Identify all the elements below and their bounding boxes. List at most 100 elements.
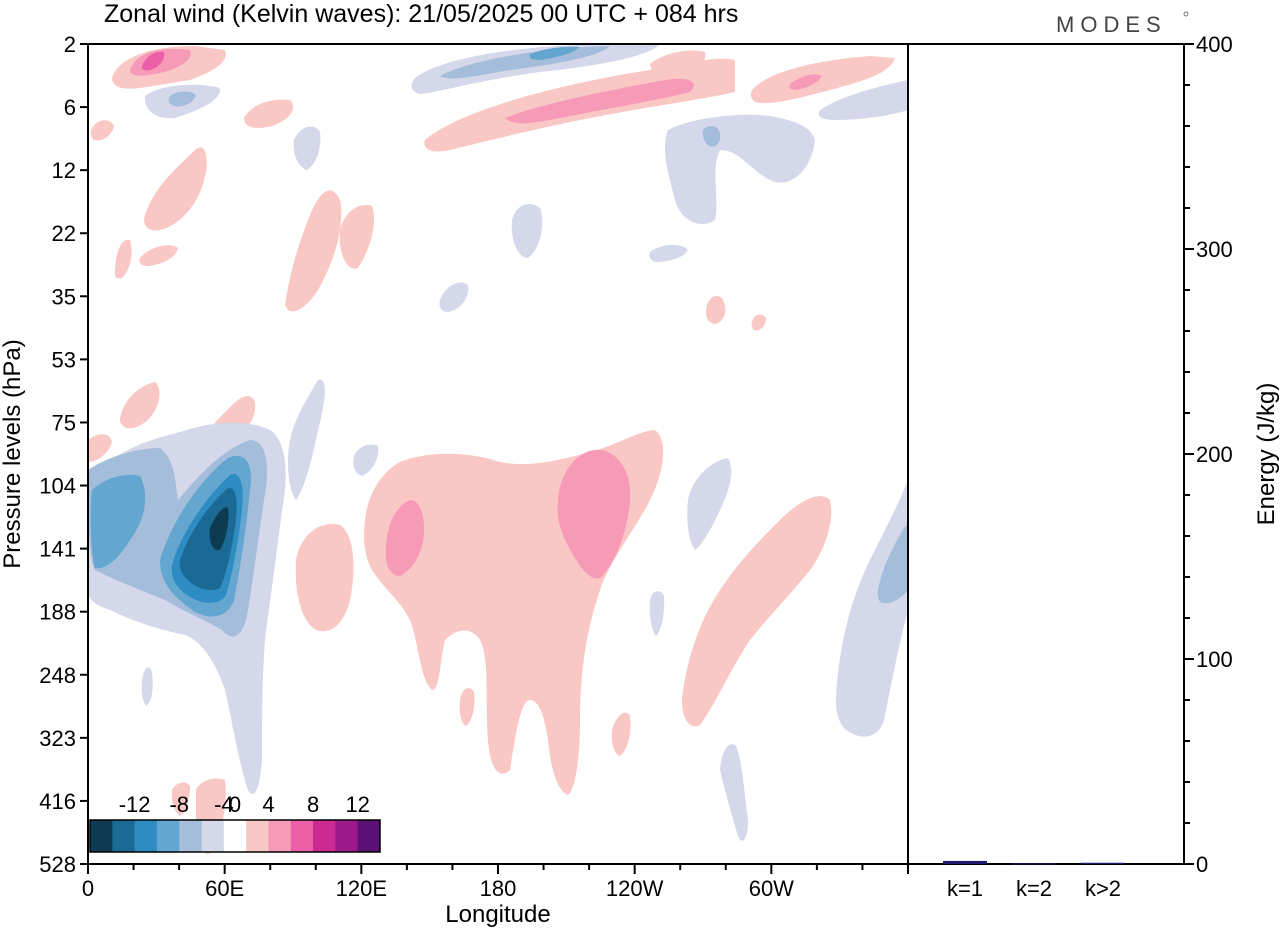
- contour-neg-2i: [687, 458, 732, 550]
- colorbar-label: -4: [214, 792, 234, 817]
- y-tick-label: 188: [39, 600, 76, 625]
- y-axis-pressure: 2 6 12 22 35 53 75 104 141 188 248 323 416 528: [39, 32, 88, 877]
- contour-neg-2k: [836, 480, 908, 737]
- energy-tick-label: 300: [1196, 237, 1233, 262]
- contour-pos-4q: [295, 524, 354, 632]
- colorbar-swatch: [223, 820, 247, 852]
- y-tick-label: 141: [39, 537, 76, 562]
- energy-bar: [1081, 862, 1125, 864]
- y-tick-label: 75: [52, 410, 76, 435]
- energy-tick-label: 200: [1196, 442, 1233, 467]
- y-tick-label: 323: [39, 726, 76, 751]
- colorbar-frame: [89, 819, 381, 853]
- x-axis-label: Longitude: [445, 901, 550, 928]
- contour-neg-4k: [877, 524, 908, 604]
- contour-pos-6d: [789, 74, 822, 90]
- energy-y-axis: 0 100 200 300 400: [1184, 32, 1233, 877]
- energy-bar: [943, 860, 987, 864]
- colorbar-label: 8: [307, 792, 319, 817]
- logo-mark: [1183, 11, 1189, 17]
- colorbar-swatch: [112, 820, 136, 852]
- y-tick-label: 104: [39, 474, 76, 499]
- colorbar-swatch: [357, 820, 381, 852]
- colorbar-swatch: [268, 820, 292, 852]
- contour-neg-4c: [702, 126, 721, 147]
- y-tick-label: 2: [64, 32, 76, 57]
- heatmap-plot: [87, 43, 909, 865]
- contour-neg-4d: [168, 91, 196, 107]
- contour-pos-4s: [611, 712, 631, 756]
- contour-neg-2c: [665, 114, 815, 224]
- y-tick-label: 416: [39, 789, 76, 814]
- y-axis-label: Pressure levels (hPa): [0, 339, 26, 568]
- contour-neg-2j: [649, 591, 665, 636]
- contour-pos-4h: [114, 239, 132, 279]
- y-tick-label: 528: [39, 852, 76, 877]
- colorbar-label: 0: [229, 792, 241, 817]
- contour-pos-6p: [557, 449, 631, 579]
- contour-neg-2b: [818, 80, 908, 120]
- colorbar-swatch: [156, 820, 180, 852]
- contour-pos-4v: [171, 782, 190, 816]
- contour-pos-6b: [505, 78, 694, 124]
- contour-pos-8: [141, 51, 165, 71]
- colorbar-swatch: [335, 820, 359, 852]
- contour-field: [88, 44, 908, 854]
- y-tick-label: 35: [52, 284, 76, 309]
- contour-pos-4k: [751, 314, 766, 331]
- contour-neg-2o: [353, 444, 379, 476]
- contour-pos-4m: [88, 434, 112, 462]
- contour-neg-2m: [141, 667, 153, 706]
- colorbar: -12 -8 -40 4 8 12: [89, 792, 381, 853]
- energy-bars: [943, 860, 1125, 865]
- energy-tick-label: 0: [1196, 852, 1208, 877]
- contour-pos-4g: [339, 205, 375, 269]
- colorbar-label: -8: [169, 792, 189, 817]
- contour-pos-4t: [459, 687, 475, 726]
- colorbar-swatch: [90, 820, 113, 852]
- contour-neg-12: [209, 507, 229, 551]
- contour-neg-2l: [720, 744, 748, 841]
- contour-neg-2g: [649, 244, 688, 262]
- colorbar-swatch: [179, 820, 203, 852]
- contour-pos-6o: [385, 500, 425, 576]
- energy-axis-label: Energy (J/kg): [1253, 383, 1280, 526]
- y-tick-label: 22: [52, 221, 76, 246]
- x-tick-label: 180: [480, 876, 517, 901]
- energy-tick-label: 100: [1196, 647, 1233, 672]
- contour-pos-4x: [90, 120, 114, 141]
- contour-neg-6: [529, 46, 580, 60]
- x-tick-label: 60E: [205, 876, 244, 901]
- contour-neg-6h: [90, 474, 146, 569]
- energy-panel: 0 100 200 300 400 k=1 k=2 k>2 Energy (J/kg): [907, 32, 1280, 901]
- contour-neg-2f: [439, 282, 469, 312]
- energy-category-label: k=2: [1016, 876, 1052, 901]
- energy-tick-label: 400: [1196, 32, 1233, 57]
- contour-pos-4c: [650, 50, 706, 77]
- contour-pos-4i: [139, 245, 178, 266]
- energy-bar: [1012, 863, 1056, 865]
- colorbar-swatch: [246, 820, 269, 852]
- x-tick-label: 120W: [606, 876, 664, 901]
- x-tick-label: 120E: [336, 876, 387, 901]
- y-tick-label: 53: [52, 347, 76, 372]
- y-tick-label: 248: [39, 663, 76, 688]
- colorbar-swatch: [201, 820, 225, 852]
- x-axis-longitude: 0 60E 120E 180 120W 60W: [82, 864, 909, 901]
- energy-category-label: k>2: [1085, 876, 1121, 901]
- contour-pos-4j: [706, 295, 726, 324]
- contour-pos-4l: [120, 382, 160, 429]
- x-tick-label: 60W: [749, 876, 794, 901]
- chart-title: Zonal wind (Kelvin waves): 21/05/2025 00…: [104, 0, 738, 28]
- modes-logo: MODES: [1056, 12, 1167, 37]
- x-tick-label: 0: [82, 876, 94, 901]
- contour-pos-4r: [682, 496, 832, 727]
- contour-neg-2n: [288, 379, 325, 500]
- contour-neg-2: [411, 44, 660, 94]
- colorbar-swatch: [290, 820, 314, 852]
- y-tick-label: 6: [64, 95, 76, 120]
- energy-category-label: k=1: [947, 876, 983, 901]
- contour-neg-2p: [293, 126, 321, 170]
- contour-neg-2e: [511, 204, 543, 258]
